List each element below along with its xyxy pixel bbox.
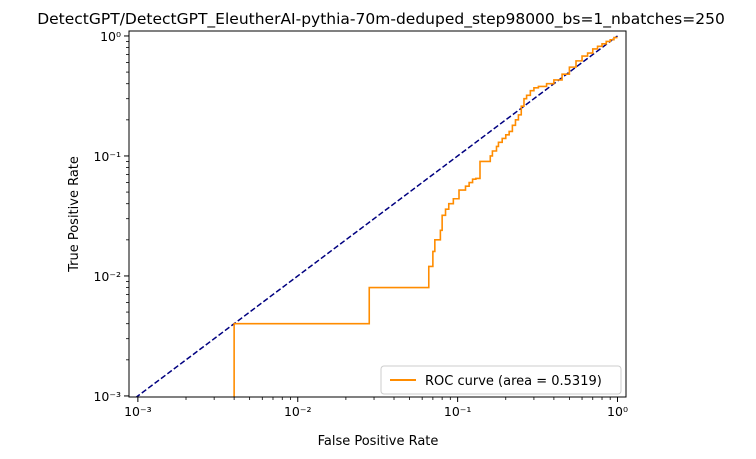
x-axis-ticks: 10⁻³ 10⁻² 10⁻¹ 10⁰ [124, 397, 628, 419]
x-axis-label: False Positive Rate [318, 434, 439, 449]
legend: ROC curve (area = 0.5319) [380, 365, 622, 395]
legend-frame [380, 365, 622, 395]
plot-area [128, 30, 627, 398]
y-tick-label: 10⁻² [93, 269, 121, 284]
axes-frame [128, 30, 627, 398]
x-tick-label: 10⁻² [284, 404, 312, 419]
x-tick-label: 10⁻³ [124, 404, 152, 419]
curves-layer [135, 35, 618, 397]
roc-curve-line [233, 36, 618, 397]
x-tick-label: 10⁰ [607, 404, 628, 419]
y-axis-ticks: 10⁻³ 10⁻² 10⁻¹ 10⁰ [93, 29, 129, 404]
y-tick-label: 10⁰ [100, 29, 121, 44]
chart-title: DetectGPT/DetectGPT_EleutherAI-pythia-70… [37, 10, 725, 29]
legend-label-roc: ROC curve (area = 0.5319) [425, 374, 602, 389]
y-tick-label: 10⁻³ [93, 389, 121, 404]
x-tick-label: 10⁻¹ [444, 404, 472, 419]
chance-diagonal-line [135, 35, 618, 397]
y-tick-label: 10⁻¹ [93, 149, 121, 164]
y-axis-label: True Positive Rate [67, 156, 82, 273]
axes-background [129, 31, 626, 397]
